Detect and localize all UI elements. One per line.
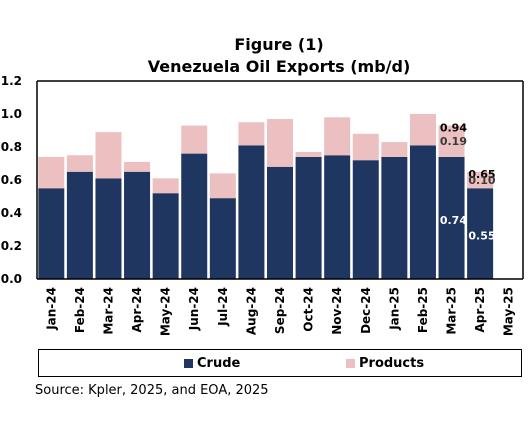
bar-crude <box>124 171 151 279</box>
y-tick-label: 1.0 <box>1 107 22 121</box>
plot-area: 0.0 0.2 0.4 0.6 0.8 1.0 1.2 Jan-24 Feb-24 Mar-24 A… <box>1 74 524 336</box>
x-tick-label: Jul-24 <box>216 287 230 327</box>
bar-crude <box>95 178 122 279</box>
x-tick-label: May-25 <box>502 287 516 336</box>
x-tick-label: Feb-25 <box>416 287 430 333</box>
bar-crude <box>267 166 293 279</box>
bar-products <box>124 161 151 172</box>
bar-products <box>467 171 494 189</box>
bar-products <box>267 118 293 167</box>
bar-crude <box>409 145 436 279</box>
bar-crude <box>381 156 408 279</box>
bar-crude <box>467 188 494 279</box>
x-tick-label: Aug-24 <box>244 287 258 335</box>
bar-crude <box>152 193 179 279</box>
legend-item-crude: Crude <box>184 356 240 371</box>
y-tick-label: 0.0 <box>1 272 22 286</box>
legend-label-products: Products <box>359 356 425 371</box>
bar-crude <box>438 156 465 279</box>
legend-item-products: Products <box>346 356 424 371</box>
bar-products <box>95 132 122 179</box>
source-note: Source: Kpler, 2025, and EOA, 2025 <box>35 383 269 398</box>
data-label-products: 0.19 <box>440 135 467 148</box>
bar-crude <box>66 171 93 279</box>
x-tick-label: Feb-24 <box>73 287 87 333</box>
bar-products <box>324 117 351 156</box>
bar-products <box>209 173 236 199</box>
bar-crude <box>238 145 265 279</box>
y-tick-label: 1.2 <box>1 74 22 88</box>
x-tick-label: Sep-24 <box>273 287 287 334</box>
bar-products <box>295 151 322 157</box>
y-tick-label: 0.4 <box>1 206 22 220</box>
data-label-crude: 0.55 <box>468 230 495 243</box>
data-label-total: 0.94 <box>440 122 467 135</box>
x-tick-label: Dec-24 <box>359 287 373 334</box>
x-tick-label: Oct-24 <box>302 287 316 332</box>
x-tick-label: May-24 <box>159 287 173 336</box>
x-tick-label: Mar-24 <box>101 287 115 335</box>
bar-crude <box>38 188 65 279</box>
data-label-total: 0.65 <box>468 168 495 181</box>
legend: Crude Products <box>38 349 522 377</box>
legend-swatch-products <box>346 359 355 368</box>
chart-title: Figure (1) <box>234 35 323 54</box>
legend-label-crude: Crude <box>197 356 241 371</box>
bar-products <box>66 155 93 172</box>
bar-products <box>238 122 265 146</box>
data-label-crude: 0.74 <box>440 214 467 227</box>
bar-products <box>409 114 436 146</box>
bar-crude <box>181 153 208 279</box>
x-tick-label: Jun-24 <box>187 287 201 331</box>
x-tick-label: Mar-25 <box>445 287 459 335</box>
x-tick-label: Nov-24 <box>330 287 344 335</box>
bar-products <box>152 178 179 194</box>
legend-swatch-crude <box>184 359 193 368</box>
bar-products <box>38 156 65 189</box>
x-tick-label: Apr-24 <box>130 287 144 332</box>
y-tick-label: 0.2 <box>1 239 22 253</box>
bar-crude <box>324 155 351 279</box>
bar-crude <box>295 156 322 279</box>
chart-subtitle: Venezuela Oil Exports (mb/d) <box>148 57 411 76</box>
x-tick-label: Jan-25 <box>387 287 401 331</box>
bar-crude <box>352 160 379 279</box>
bar-products <box>181 125 208 154</box>
bar-products <box>381 142 408 157</box>
data-label-products: 0.10 <box>468 174 495 187</box>
y-tick-label: 0.8 <box>1 140 22 154</box>
chart-svg: Figure (1) Venezuela Oil Exports (mb/d) … <box>1 35 524 336</box>
x-tick-label: Jan-24 <box>44 287 58 331</box>
y-tick-label: 0.6 <box>1 173 22 187</box>
bar-products <box>352 133 379 161</box>
x-tick-label: Apr-25 <box>473 287 487 332</box>
bar-crude <box>209 198 236 279</box>
bar-products <box>438 125 465 157</box>
